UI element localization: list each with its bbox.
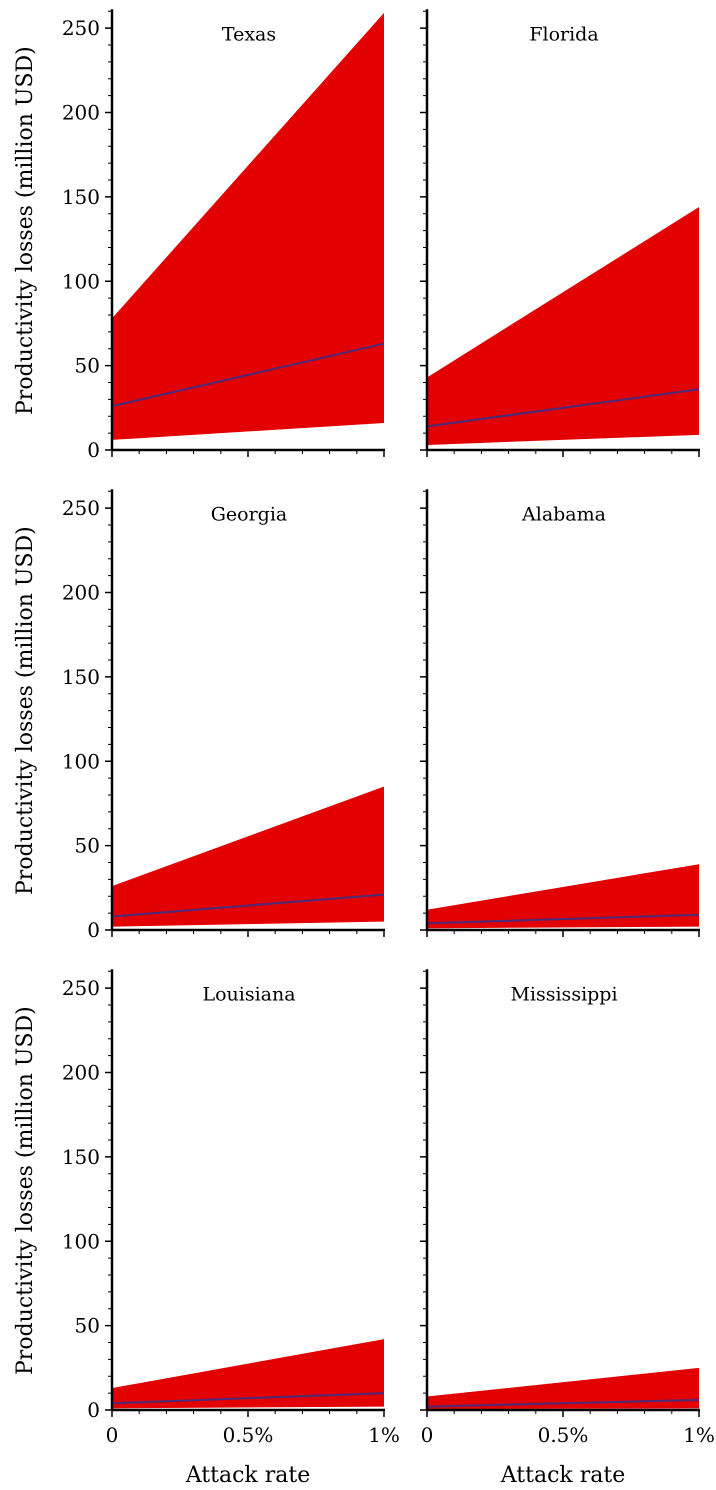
texas-estimate-line bbox=[111, 342, 385, 408]
alabama-estimate-line bbox=[426, 913, 700, 925]
georgia-uncertainty-band bbox=[112, 786, 384, 927]
x-tick-label: 0 bbox=[421, 1423, 434, 1447]
y-tick-label: 250 bbox=[62, 976, 100, 1000]
y-tick-label: 150 bbox=[62, 185, 100, 209]
x-tick-label: 0 bbox=[106, 1423, 119, 1447]
y-tick-label: 0 bbox=[87, 1398, 100, 1422]
y-axis-title: Productivity losses (million USD) bbox=[13, 526, 38, 895]
x-tick-label: 0.5% bbox=[538, 1423, 589, 1447]
y-tick-label: 100 bbox=[62, 749, 100, 773]
y-tick-label: 150 bbox=[62, 1145, 100, 1169]
y-tick-label: 100 bbox=[62, 269, 100, 293]
georgia-panel-title: Georgia bbox=[211, 503, 288, 525]
x-tick-label: 0.5% bbox=[223, 1423, 274, 1447]
y-tick-label: 100 bbox=[62, 1229, 100, 1253]
y-axis-title: Productivity losses (million USD) bbox=[13, 1006, 38, 1375]
y-tick-label: 50 bbox=[75, 1314, 100, 1338]
alabama-panel-title: Alabama bbox=[521, 503, 606, 525]
mississippi-estimate-line bbox=[426, 1398, 700, 1408]
y-tick-label: 0 bbox=[87, 918, 100, 942]
y-tick-label: 150 bbox=[62, 665, 100, 689]
x-axis-title: Attack rate bbox=[500, 1463, 625, 1488]
y-tick-label: 50 bbox=[75, 354, 100, 378]
x-tick-label: 1% bbox=[368, 1423, 400, 1447]
georgia-estimate-line bbox=[111, 893, 385, 918]
y-tick-label: 200 bbox=[62, 101, 100, 125]
louisiana-panel-title: Louisiana bbox=[202, 983, 295, 1005]
texas-uncertainty-band bbox=[112, 12, 384, 440]
florida-estimate-line bbox=[426, 388, 700, 428]
y-axis-title: Productivity losses (million USD) bbox=[13, 46, 38, 415]
alabama-uncertainty-band bbox=[427, 864, 699, 929]
texas-panel-title: Texas bbox=[222, 23, 276, 45]
x-axis-title: Attack rate bbox=[185, 1463, 310, 1488]
mississippi-panel-title: Mississippi bbox=[510, 983, 617, 1005]
florida-panel-title: Florida bbox=[529, 23, 598, 45]
y-tick-label: 250 bbox=[62, 496, 100, 520]
y-tick-label: 0 bbox=[87, 438, 100, 462]
florida-uncertainty-band bbox=[427, 207, 699, 445]
y-tick-label: 200 bbox=[62, 1061, 100, 1085]
louisiana-estimate-line bbox=[111, 1392, 385, 1405]
y-tick-label: 200 bbox=[62, 581, 100, 605]
y-tick-label: 50 bbox=[75, 834, 100, 858]
x-tick-label: 1% bbox=[683, 1423, 715, 1447]
y-tick-label: 250 bbox=[62, 16, 100, 40]
louisiana-uncertainty-band bbox=[112, 1339, 384, 1409]
mississippi-uncertainty-band bbox=[427, 1367, 699, 1410]
